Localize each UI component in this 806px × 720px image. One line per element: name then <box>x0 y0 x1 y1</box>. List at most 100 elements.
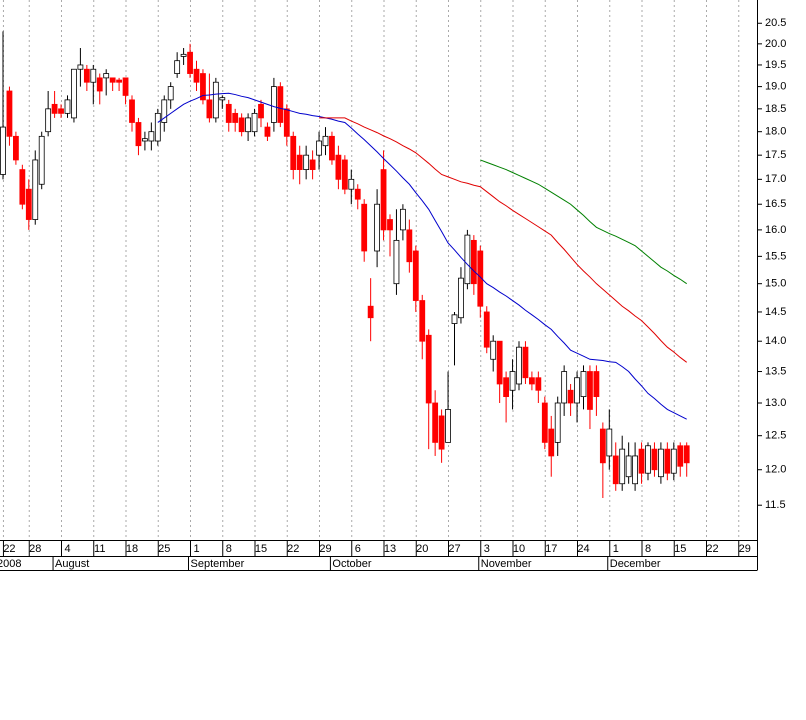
x-tick-label: 28 <box>29 543 41 555</box>
candle-body <box>470 239 477 285</box>
candle-body <box>38 135 45 185</box>
y-tick-label: 17.5 <box>765 149 786 161</box>
candle-body <box>561 371 568 404</box>
candle-body <box>658 448 664 478</box>
candle-body <box>309 159 316 170</box>
y-tick-label: 15.0 <box>765 278 786 290</box>
x-tick-label: 13 <box>384 543 396 555</box>
candle-body <box>283 108 290 137</box>
candle-body <box>251 112 258 133</box>
candle-body <box>483 311 490 348</box>
candle-body <box>212 81 219 119</box>
candle-body <box>490 340 497 360</box>
candle-body <box>322 135 329 147</box>
candle-body <box>451 314 458 324</box>
candle-body <box>161 99 168 123</box>
candle-body <box>535 377 542 391</box>
candle-body <box>277 86 284 123</box>
candle-body <box>632 455 638 485</box>
candle-body <box>329 135 335 161</box>
candle-body <box>619 448 626 485</box>
candle-body <box>116 79 122 83</box>
candle-body <box>393 239 400 285</box>
candle-body <box>71 68 77 119</box>
candle-body <box>335 154 342 180</box>
candle-body <box>316 140 322 156</box>
candle-body <box>412 250 419 301</box>
y-tick-label: 15.5 <box>765 250 786 262</box>
candle-body <box>664 448 671 474</box>
candle-body <box>90 68 97 83</box>
candle-body <box>109 77 116 83</box>
candle-body <box>516 346 522 385</box>
marks-layer <box>0 31 690 498</box>
average-line <box>319 117 688 363</box>
month-label: August <box>55 558 89 570</box>
x-tick-label: 8 <box>645 543 651 555</box>
month-label: 2008 <box>0 558 21 570</box>
y-tick-label: 16.0 <box>765 224 786 236</box>
candle-body <box>129 99 135 123</box>
candle-body <box>45 108 52 133</box>
candle-body <box>64 99 71 114</box>
average-line <box>157 92 687 420</box>
candle-body <box>406 229 413 263</box>
x-tick-label: 22 <box>287 543 299 555</box>
candle-body <box>509 371 516 391</box>
y-tick-label: 20.0 <box>765 38 786 50</box>
x-tick-label: 6 <box>355 543 361 555</box>
month-label: December <box>610 558 661 570</box>
y-tick-label: 17.0 <box>765 173 786 185</box>
candle-body <box>567 389 574 404</box>
y-tick-label: 16.5 <box>765 198 786 210</box>
candle-body <box>341 159 348 190</box>
x-tick-label: 1 <box>193 543 199 555</box>
x-tick-label: 18 <box>126 543 138 555</box>
candle-body <box>135 122 142 147</box>
y-tick-label: 19.5 <box>765 59 786 71</box>
x-tick-label: 8 <box>226 543 232 555</box>
candle-body <box>599 428 606 464</box>
candle-body <box>432 402 439 443</box>
candle-body <box>32 159 39 220</box>
candle-body <box>548 428 555 457</box>
x-tick-label: 22 <box>706 543 718 555</box>
candle-body <box>458 277 464 319</box>
candle-body <box>193 68 200 83</box>
candle-body <box>387 219 393 231</box>
candle-body <box>399 208 406 231</box>
candle-body <box>219 97 226 101</box>
x-tick-label: 29 <box>319 543 331 555</box>
y-tick-label: 11.5 <box>765 499 786 511</box>
month-label: November <box>481 558 532 570</box>
candle-body <box>51 103 58 114</box>
x-tick-label: 24 <box>577 543 589 555</box>
candle-body <box>361 203 368 252</box>
candle-body <box>606 428 613 457</box>
x-tick-label: 20 <box>416 543 428 555</box>
x-tick-label: 15 <box>674 543 686 555</box>
candle-body <box>670 448 677 474</box>
x-tick-label: 3 <box>484 543 490 555</box>
candle-body <box>477 250 484 307</box>
candle-body <box>232 112 239 123</box>
candle-body <box>174 60 181 74</box>
candle-body <box>541 402 548 443</box>
candle-body <box>122 77 129 96</box>
candle-body <box>651 448 658 471</box>
candle-body <box>19 169 26 205</box>
candle-body <box>419 300 426 342</box>
labels-layer: 11.5 12.0 12.5 13.0 13.5 14.0 14.5 15.0 15.5 16.0… <box>0 17 786 570</box>
candle-body <box>270 86 277 123</box>
x-tick-label: 11 <box>94 543 105 555</box>
candle-body <box>200 73 206 101</box>
candle-body <box>12 135 19 161</box>
candle-body <box>245 117 252 133</box>
candle-body <box>445 409 451 443</box>
y-tick-label: 20.5 <box>765 17 786 29</box>
x-tick-label: 27 <box>448 543 460 555</box>
candle-body <box>593 371 600 398</box>
candle-body <box>574 377 580 404</box>
y-tick-label: 12.0 <box>765 464 786 476</box>
